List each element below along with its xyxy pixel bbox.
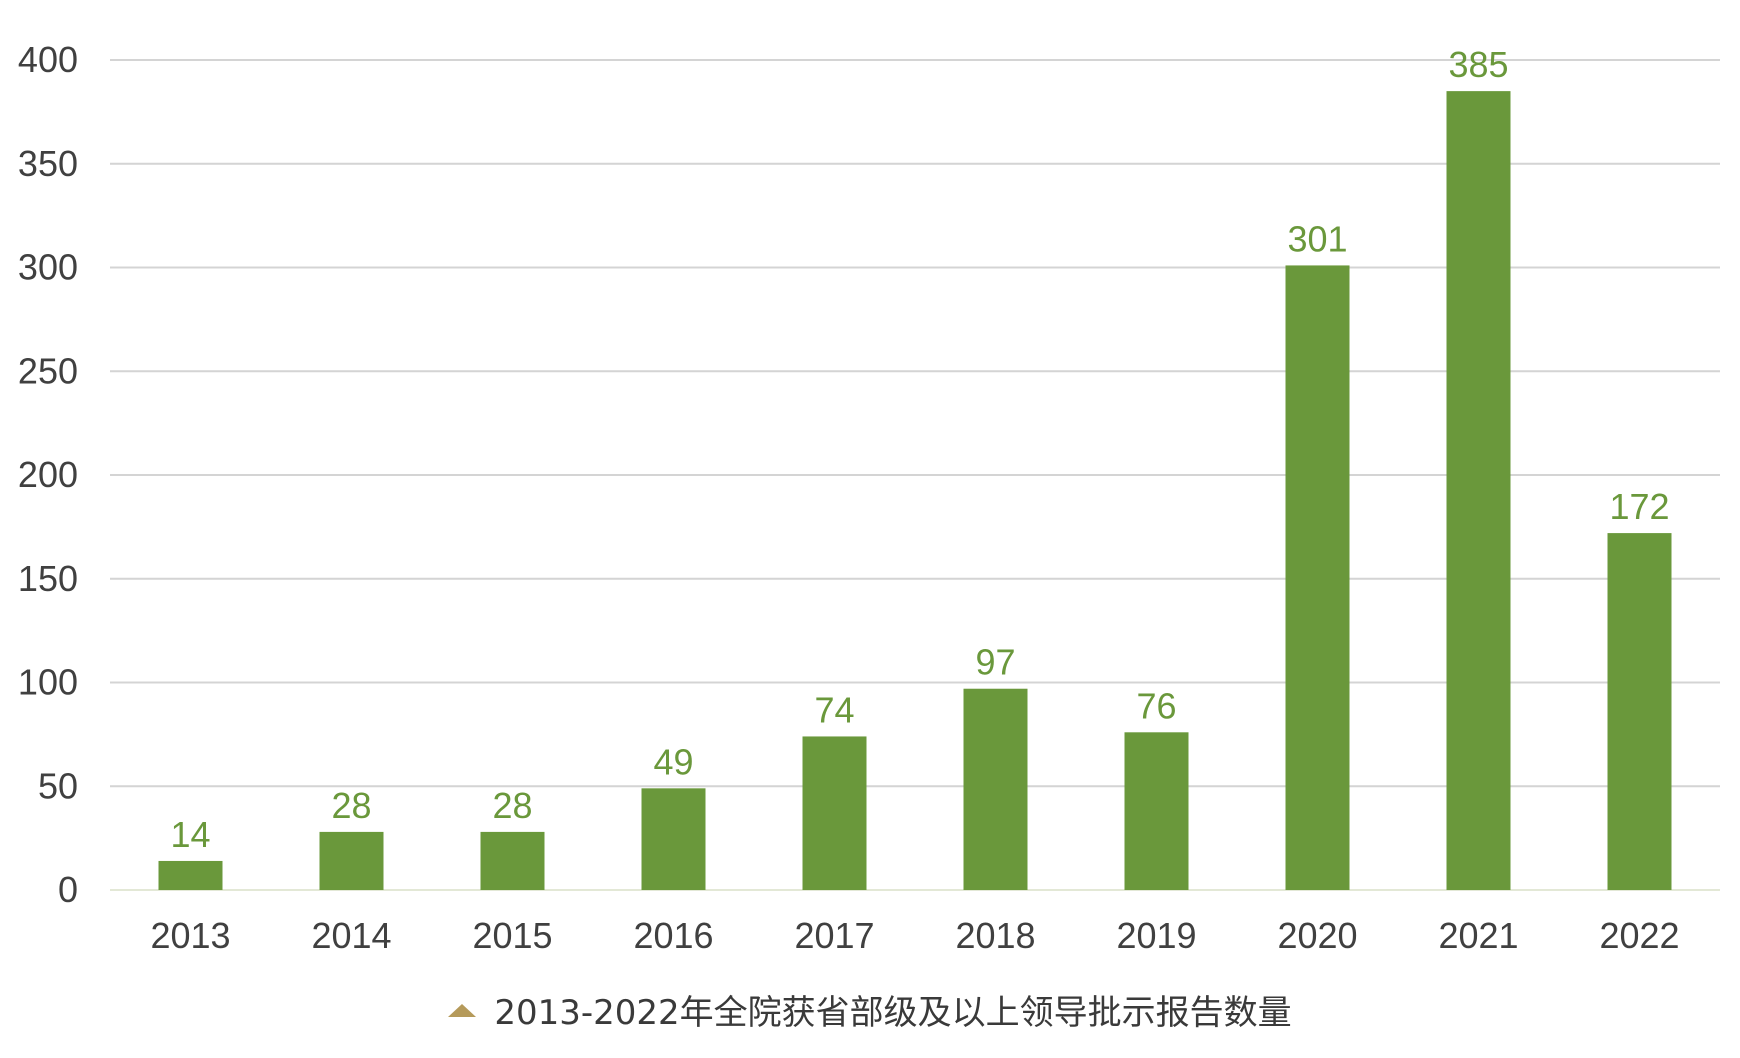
bar-2016 [641, 788, 706, 890]
caption-triangle-icon [448, 1004, 477, 1017]
y-tick-label-0: 0 [58, 869, 78, 910]
caption-text: 2013-2022年全院获省部级及以上领导批示报告数量 [494, 993, 1292, 1033]
chart-caption: 2013-2022年全院获省部级及以上领导批示报告数量 [0, 985, 1740, 1034]
bar-2015 [480, 831, 545, 890]
x-tick-label-2020: 2020 [1277, 915, 1357, 956]
y-tick-label-200: 200 [18, 454, 78, 495]
x-tick-label-2015: 2015 [472, 915, 552, 956]
data-label-2014: 28 [331, 785, 371, 826]
bar-chart: 0 50 100 150 200 250 300 350 400 14 2013 28 2014 28 20… [18, 39, 1720, 956]
y-tick-label-150: 150 [18, 558, 78, 599]
data-label-2013: 14 [170, 814, 210, 855]
data-label-2020: 301 [1287, 218, 1347, 259]
x-tick-label-2013: 2013 [150, 915, 230, 956]
bar-2017 [802, 736, 867, 890]
data-label-2017: 74 [814, 689, 854, 730]
data-label-2018: 97 [975, 642, 1015, 683]
bar-2019 [1124, 732, 1189, 890]
x-tick-label-2018: 2018 [955, 915, 1035, 956]
x-tick-label-2017: 2017 [794, 915, 874, 956]
data-label-2015: 28 [492, 785, 532, 826]
bar-2018 [963, 688, 1028, 890]
x-tick-label-2016: 2016 [633, 915, 713, 956]
bar-2021 [1446, 91, 1511, 890]
bar-2022 [1607, 533, 1672, 890]
y-tick-label-100: 100 [18, 662, 78, 703]
y-tick-label-250: 250 [18, 350, 78, 391]
y-tick-label-350: 350 [18, 143, 78, 184]
y-tick-label-300: 300 [18, 247, 78, 288]
x-tick-label-2019: 2019 [1116, 915, 1196, 956]
data-label-2016: 49 [653, 741, 693, 782]
bar-2014 [319, 831, 384, 890]
x-tick-label-2021: 2021 [1438, 915, 1518, 956]
data-label-2019: 76 [1136, 685, 1176, 726]
y-tick-label-50: 50 [38, 765, 78, 806]
bar-2013 [158, 860, 223, 890]
data-label-2022: 172 [1609, 486, 1669, 527]
data-label-2021: 385 [1448, 44, 1508, 85]
x-tick-label-2014: 2014 [311, 915, 391, 956]
y-tick-label-400: 400 [18, 39, 78, 80]
x-tick-label-2022: 2022 [1599, 915, 1679, 956]
bar-2020 [1285, 265, 1350, 890]
